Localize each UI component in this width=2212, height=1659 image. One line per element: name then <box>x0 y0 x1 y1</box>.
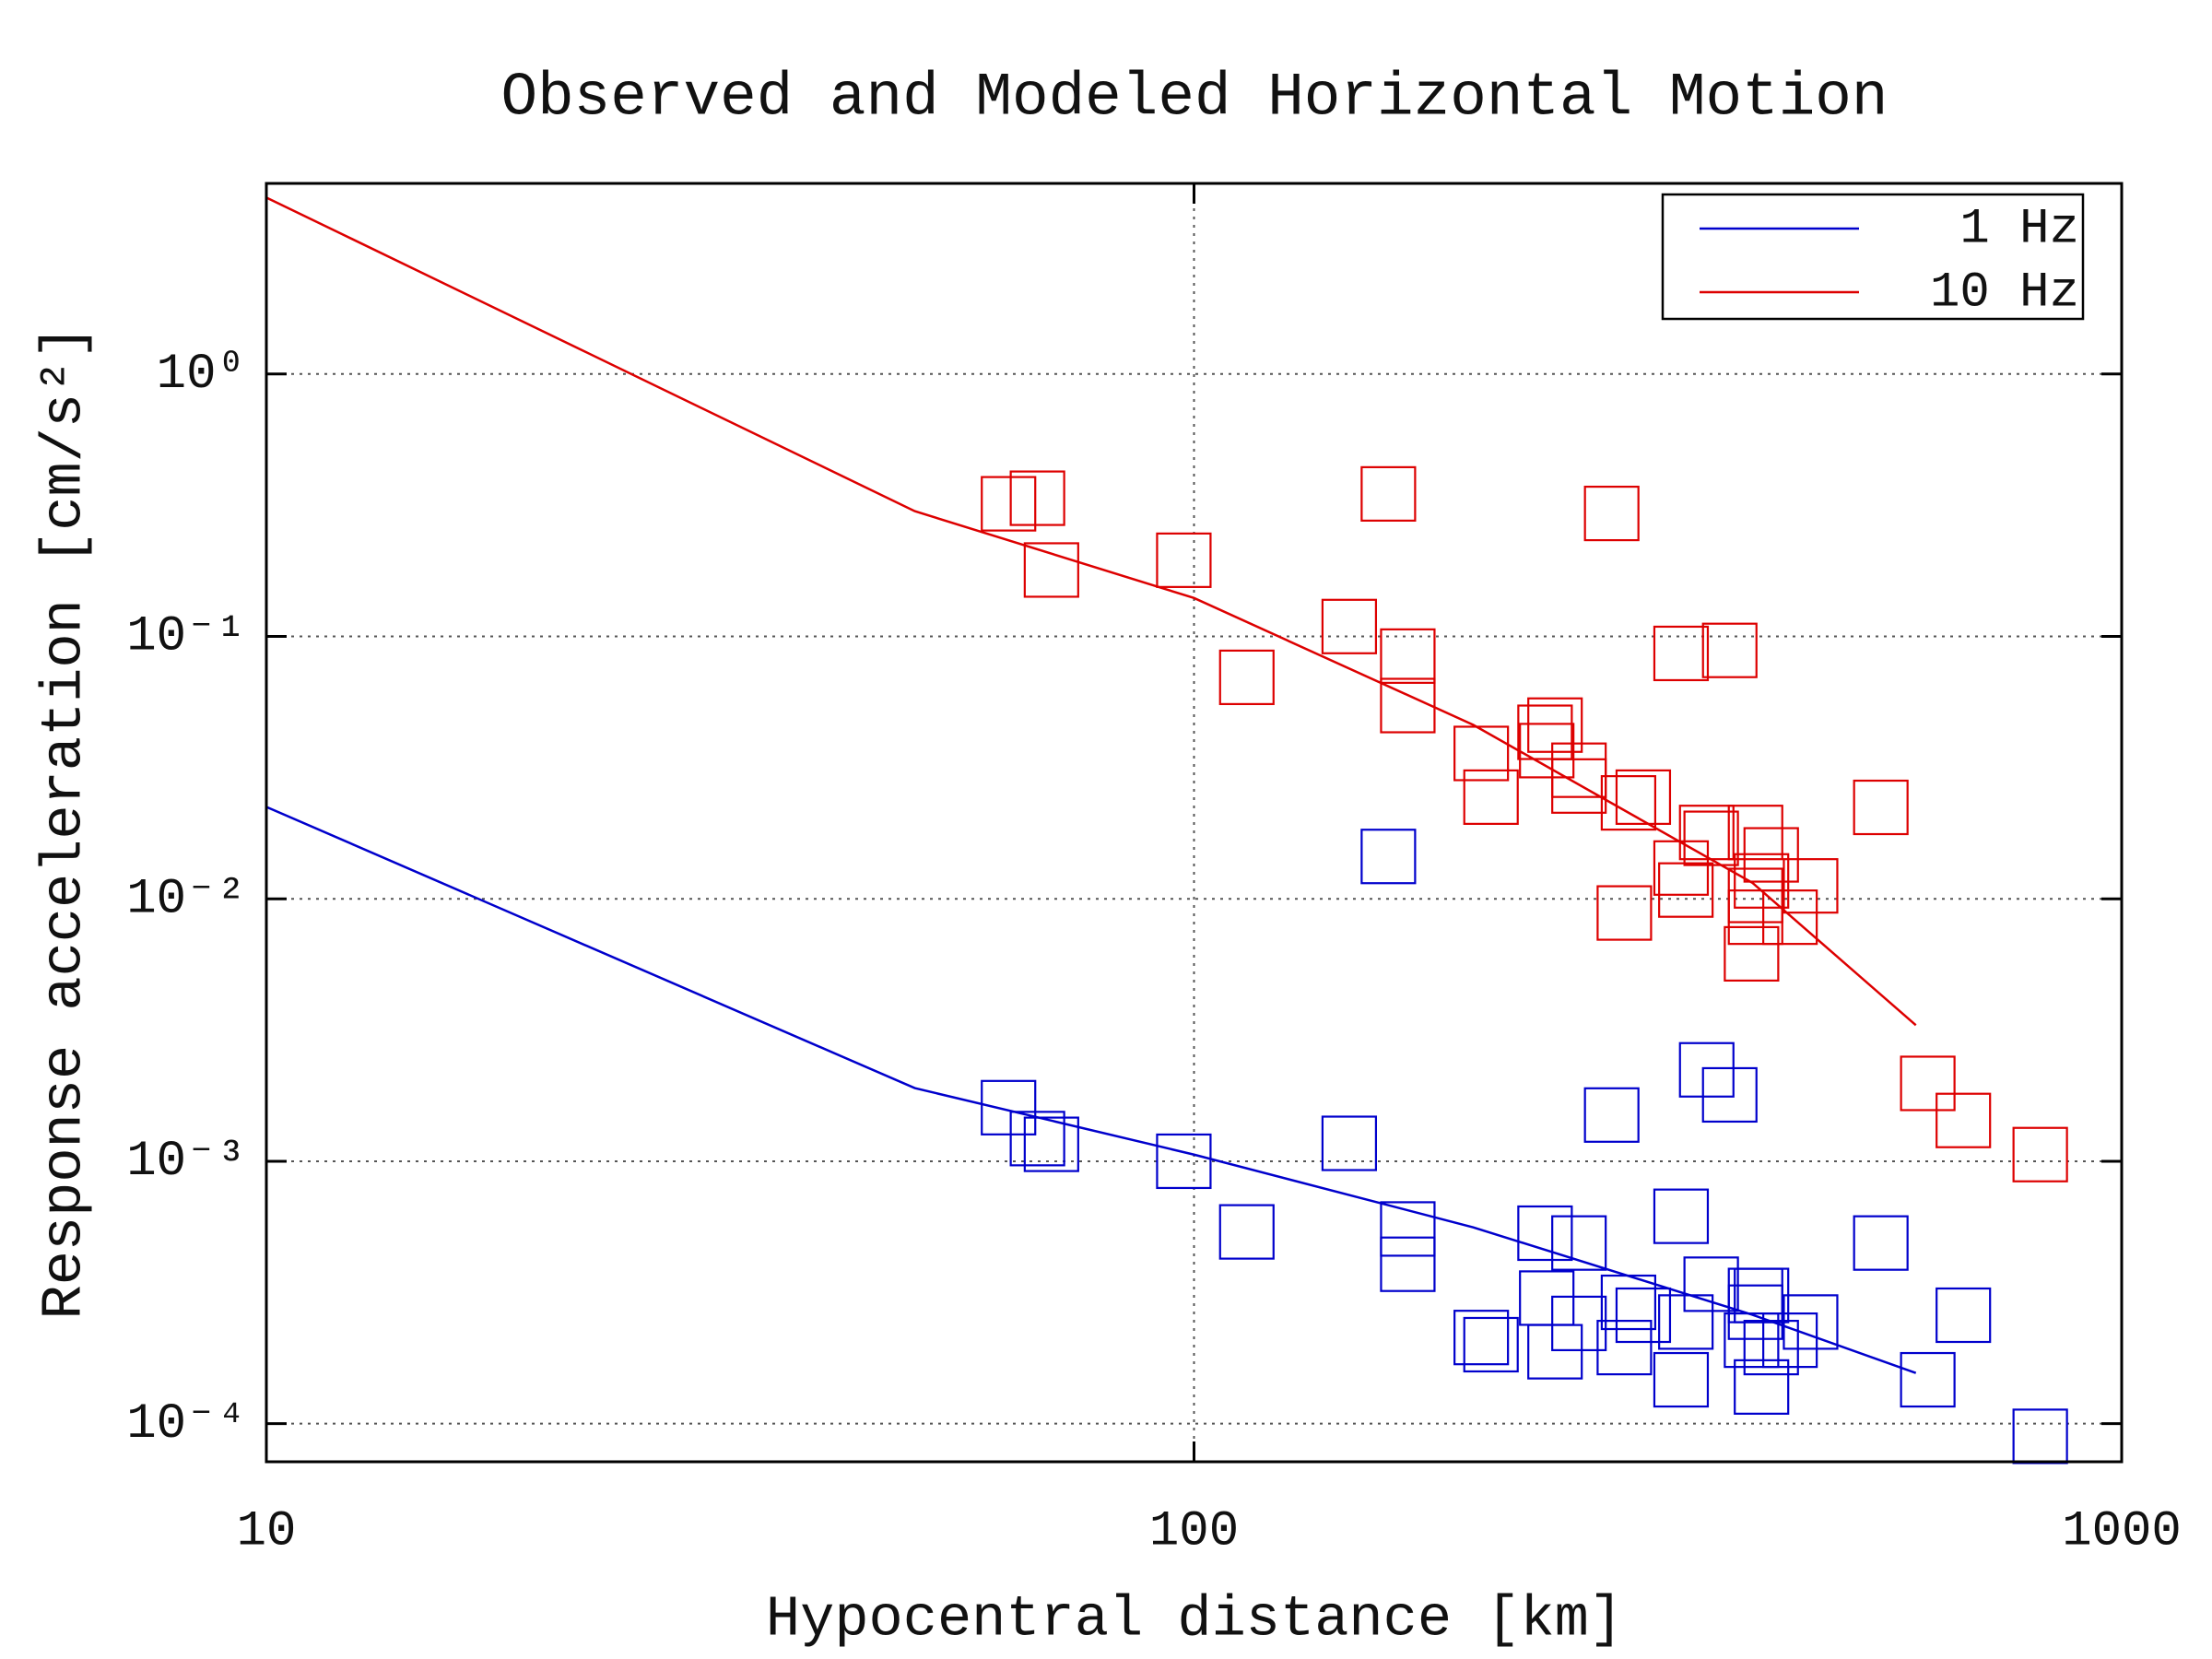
plot-frame <box>265 182 2124 1464</box>
observation-marker <box>1156 1133 1212 1190</box>
observation-marker <box>1380 628 1436 684</box>
observation-marker <box>1360 465 1417 522</box>
model-line <box>265 196 1917 1027</box>
observation-marker <box>1783 1294 1839 1350</box>
observation-marker <box>1853 1215 1909 1271</box>
observation-marker <box>1527 697 1583 753</box>
x-tick-label: 1000 <box>2062 1503 2182 1559</box>
observation-marker <box>1551 1215 1607 1271</box>
observation-marker <box>1615 1287 1672 1344</box>
legend-label: 10 Hz <box>1930 265 2079 321</box>
observation-marker <box>1009 470 1065 526</box>
observation-marker <box>1653 1188 1710 1244</box>
y-axis-label: Response acceleration [cm/s²] <box>31 325 97 1320</box>
observation-marker <box>1583 1087 1640 1143</box>
y-tick-label: 10⁻¹ <box>126 609 246 665</box>
observation-marker <box>1551 1295 1607 1352</box>
observation-marker <box>1734 853 1790 909</box>
observation-marker <box>1218 649 1275 706</box>
observation-marker <box>2012 1408 2068 1465</box>
observation-marker <box>981 476 1037 532</box>
observation-marker <box>1527 1324 1583 1380</box>
observation-marker <box>1762 889 1818 946</box>
observation-marker <box>1936 1287 1992 1344</box>
observation-marker <box>1463 769 1519 825</box>
observation-marker <box>1658 1294 1714 1350</box>
observation-marker <box>1009 1111 1065 1167</box>
observation-marker <box>1360 829 1417 885</box>
observation-marker <box>1724 925 1780 982</box>
observation-marker <box>1936 1092 1992 1148</box>
observation-marker <box>1683 810 1739 866</box>
y-tick-label: 10⁰ <box>157 347 246 403</box>
observation-marker <box>1727 805 1783 861</box>
observation-marker <box>981 1079 1037 1135</box>
observation-marker <box>1615 769 1672 825</box>
observation-marker <box>1380 1201 1436 1257</box>
observation-marker <box>1463 1316 1519 1373</box>
legend-label: 1 Hz <box>1959 201 2079 257</box>
observation-marker <box>1727 889 1783 946</box>
observation-marker <box>1678 805 1735 861</box>
observation-marker <box>1658 862 1714 918</box>
observation-marker <box>1596 885 1653 941</box>
observation-marker <box>1596 1320 1653 1376</box>
y-tick-label: 10⁻³ <box>126 1134 246 1190</box>
observation-marker <box>1900 1055 1956 1112</box>
observation-marker <box>1727 1284 1783 1340</box>
y-tick-label: 10⁻² <box>126 871 246 927</box>
observation-marker <box>1583 485 1640 542</box>
observation-marker <box>1653 840 1710 896</box>
y-tick-label: 10⁻⁴ <box>126 1396 246 1453</box>
observation-marker <box>1853 779 1909 836</box>
observation-marker <box>1023 542 1079 598</box>
observation-marker <box>1517 1205 1573 1262</box>
x-tick-label: 10 <box>237 1503 297 1559</box>
observation-marker <box>1551 758 1607 814</box>
observation-marker <box>1453 725 1510 782</box>
chart-title: Observed and Modeled Horizontal Motion <box>500 63 1888 132</box>
observation-marker <box>1156 532 1212 588</box>
observation-marker <box>1380 1236 1436 1292</box>
observation-marker <box>1600 775 1656 831</box>
observation-marker <box>1900 1351 1956 1408</box>
observation-marker <box>1727 867 1783 924</box>
x-axis-label: Hypocentral distance [km] <box>766 1586 1623 1652</box>
observation-marker <box>1380 677 1436 734</box>
observation-marker <box>1218 1204 1275 1260</box>
observation-marker <box>1519 1270 1575 1326</box>
x-tick-label: 100 <box>1149 1503 1239 1559</box>
observation-marker <box>1683 1256 1739 1312</box>
observation-marker <box>1678 1041 1735 1098</box>
observation-marker <box>1783 858 1839 914</box>
legend-box <box>1661 193 2085 321</box>
observation-marker <box>1701 1066 1758 1124</box>
observation-marker <box>1762 1312 1818 1369</box>
observation-marker <box>1653 625 1710 682</box>
observation-marker <box>1701 622 1758 678</box>
observation-marker <box>1453 1310 1510 1366</box>
observation-marker <box>1653 1351 1710 1408</box>
observation-marker <box>1517 704 1573 760</box>
observation-marker <box>1023 1116 1079 1172</box>
observation-marker <box>1734 1359 1790 1415</box>
model-line <box>265 806 1917 1374</box>
observation-marker <box>1321 598 1378 654</box>
observation-marker <box>1321 1115 1378 1171</box>
observation-marker <box>2012 1126 2068 1182</box>
